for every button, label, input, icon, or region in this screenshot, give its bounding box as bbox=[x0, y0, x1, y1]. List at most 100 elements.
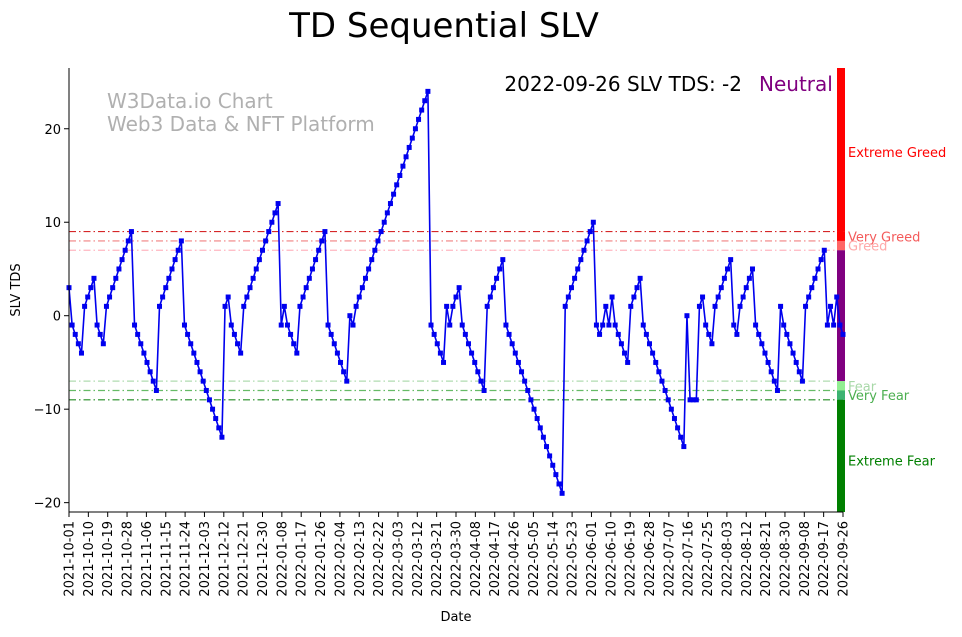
data-point bbox=[740, 294, 746, 300]
data-point bbox=[681, 444, 687, 450]
data-point bbox=[497, 266, 503, 272]
data-point bbox=[194, 359, 200, 365]
data-point bbox=[110, 285, 116, 291]
data-point bbox=[618, 341, 624, 347]
data-point bbox=[500, 257, 506, 263]
data-point bbox=[593, 322, 599, 328]
data-point bbox=[425, 88, 431, 94]
data-point bbox=[350, 322, 356, 328]
data-point bbox=[431, 331, 437, 337]
data-point bbox=[100, 341, 106, 347]
x-tick-label: 2022-09-26 bbox=[837, 521, 852, 597]
data-point bbox=[565, 294, 571, 300]
data-point bbox=[403, 154, 409, 160]
data-point bbox=[815, 266, 821, 272]
data-point bbox=[799, 378, 805, 384]
data-point bbox=[578, 257, 584, 263]
data-point bbox=[160, 294, 166, 300]
data-point bbox=[671, 416, 677, 422]
data-point bbox=[334, 350, 340, 356]
data-point bbox=[734, 331, 740, 337]
data-point bbox=[572, 275, 578, 281]
data-point bbox=[709, 341, 715, 347]
watermark-line-2: Web3 Data & NFT Platform bbox=[107, 112, 375, 136]
x-tick-label: 2021-12-03 bbox=[198, 521, 213, 597]
data-point bbox=[206, 397, 212, 403]
data-point bbox=[712, 303, 718, 309]
x-tick-label: 2022-03-12 bbox=[411, 521, 426, 597]
x-tick-label: 2022-08-12 bbox=[740, 521, 755, 597]
data-point bbox=[447, 322, 453, 328]
data-point bbox=[278, 322, 284, 328]
data-point bbox=[462, 331, 468, 337]
data-point bbox=[837, 322, 843, 328]
chart-title: TD Sequential SLV bbox=[288, 6, 599, 46]
data-point bbox=[456, 285, 462, 291]
data-point bbox=[157, 303, 163, 309]
zone-bar bbox=[837, 250, 845, 382]
x-tick-label: 2022-08-30 bbox=[778, 521, 793, 597]
data-point bbox=[294, 350, 300, 356]
data-point bbox=[737, 303, 743, 309]
x-tick-label: 2022-07-25 bbox=[701, 521, 716, 597]
data-point bbox=[185, 331, 191, 337]
data-point bbox=[762, 350, 768, 356]
data-point bbox=[72, 331, 78, 337]
data-point bbox=[247, 285, 253, 291]
data-point bbox=[141, 350, 147, 356]
x-tick-label: 2022-04-17 bbox=[488, 521, 503, 597]
data-point bbox=[631, 294, 637, 300]
data-point bbox=[309, 266, 315, 272]
x-tick-label: 2021-10-19 bbox=[101, 521, 116, 597]
data-point bbox=[784, 331, 790, 337]
data-point bbox=[678, 434, 684, 440]
data-point bbox=[406, 144, 412, 150]
x-tick-label: 2022-03-30 bbox=[450, 521, 465, 597]
x-tick-label: 2022-05-23 bbox=[566, 521, 581, 597]
x-tick-label: 2022-09-08 bbox=[798, 521, 813, 597]
data-point bbox=[97, 331, 103, 337]
data-point bbox=[556, 481, 562, 487]
data-point bbox=[444, 303, 450, 309]
data-point bbox=[768, 369, 774, 375]
data-point bbox=[103, 303, 109, 309]
zone-bar bbox=[837, 68, 845, 232]
x-axis-label: Date bbox=[440, 610, 471, 625]
data-point bbox=[288, 331, 294, 337]
data-point bbox=[331, 341, 337, 347]
data-point bbox=[132, 322, 138, 328]
data-point bbox=[175, 247, 181, 253]
data-point bbox=[771, 378, 777, 384]
data-point bbox=[322, 229, 328, 235]
data-point bbox=[313, 257, 319, 263]
data-point bbox=[82, 303, 88, 309]
data-point bbox=[512, 350, 518, 356]
data-point bbox=[347, 313, 353, 319]
x-tick-label: 2022-02-13 bbox=[353, 521, 368, 597]
data-point bbox=[531, 406, 537, 412]
x-tick-label: 2021-12-30 bbox=[256, 521, 271, 597]
x-tick-label: 2022-01-17 bbox=[295, 521, 310, 597]
data-point bbox=[328, 331, 334, 337]
data-point bbox=[216, 425, 222, 431]
data-point bbox=[412, 126, 418, 132]
data-point bbox=[338, 359, 344, 365]
data-point bbox=[147, 369, 153, 375]
data-point bbox=[749, 266, 755, 272]
data-point bbox=[647, 341, 652, 347]
data-point bbox=[725, 266, 731, 272]
data-point bbox=[528, 397, 534, 403]
x-tick-label: 2022-06-10 bbox=[604, 521, 619, 597]
status-sentiment: Neutral bbox=[759, 72, 833, 96]
data-point bbox=[522, 378, 528, 384]
data-point bbox=[353, 303, 359, 309]
data-point bbox=[765, 359, 771, 365]
data-point bbox=[715, 294, 721, 300]
data-point bbox=[153, 387, 159, 393]
data-point bbox=[831, 322, 837, 328]
data-point bbox=[453, 294, 459, 300]
y-axis-ticks: −20 −10 0 10 20 bbox=[34, 123, 69, 512]
data-point bbox=[166, 275, 172, 281]
data-point bbox=[665, 397, 671, 403]
data-point bbox=[222, 303, 228, 309]
